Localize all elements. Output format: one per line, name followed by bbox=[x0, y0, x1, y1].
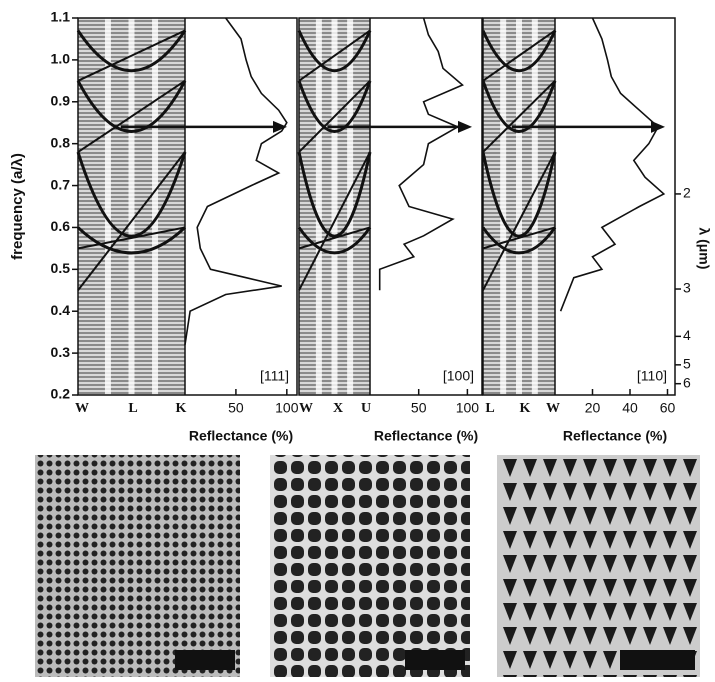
sem-image bbox=[270, 455, 470, 677]
x-tick-label: 100 bbox=[275, 400, 299, 416]
arrow-head bbox=[458, 120, 472, 133]
y2-tick-label: 6 bbox=[683, 374, 691, 390]
band-line bbox=[481, 151, 557, 238]
y2-tick-label: 2 bbox=[683, 185, 691, 201]
band-line bbox=[481, 226, 557, 255]
band-line bbox=[298, 151, 371, 291]
gap-strip bbox=[104, 18, 111, 395]
k-point-label: X bbox=[333, 401, 343, 416]
band-line bbox=[482, 29, 556, 82]
gap-strip bbox=[128, 18, 135, 395]
scale-bar bbox=[620, 650, 695, 670]
plot-frame bbox=[77, 17, 298, 396]
band-line bbox=[76, 151, 187, 238]
y-tick-label: 0.9 bbox=[51, 92, 71, 108]
reflectance-line bbox=[378, 17, 464, 291]
direction-label: [100] bbox=[443, 368, 474, 384]
band-line bbox=[297, 226, 372, 255]
arrow-head bbox=[651, 120, 665, 133]
x-tick-label: 40 bbox=[622, 400, 638, 416]
x-axis-label: Reflectance (%) bbox=[374, 428, 478, 444]
x-tick-label: 50 bbox=[411, 400, 427, 416]
x-tick-label: 60 bbox=[660, 400, 676, 416]
band-line bbox=[482, 151, 556, 291]
k-point-label: L bbox=[485, 401, 494, 416]
y2-tick-label: 4 bbox=[683, 327, 691, 343]
gap-strip bbox=[516, 18, 522, 395]
y2-tick-label: 3 bbox=[683, 280, 691, 296]
x-tick-label: 20 bbox=[585, 400, 601, 416]
x-axis-label: Reflectance (%) bbox=[563, 428, 667, 444]
y-tick-label: 1.1 bbox=[51, 9, 71, 25]
band-line bbox=[481, 80, 557, 133]
sem-image bbox=[497, 455, 700, 677]
reflectance-line bbox=[559, 17, 666, 312]
band-line bbox=[297, 29, 372, 73]
scale-bar bbox=[405, 650, 465, 670]
gap-strip bbox=[331, 18, 338, 395]
k-point-label: W bbox=[75, 401, 89, 416]
band-line bbox=[482, 80, 556, 153]
y-tick-label: 0.8 bbox=[51, 134, 71, 150]
band-line bbox=[76, 80, 187, 133]
band-line bbox=[77, 29, 186, 82]
y-tick-label: 0.7 bbox=[51, 176, 71, 192]
k-point-label: K bbox=[176, 401, 187, 416]
gap-strip bbox=[152, 18, 159, 395]
band-line bbox=[76, 226, 187, 255]
x-axis-label: Reflectance (%) bbox=[189, 428, 293, 444]
y-tick-label: 1.0 bbox=[51, 51, 71, 67]
x-tick-label: 50 bbox=[228, 400, 244, 416]
gap-strip bbox=[500, 18, 507, 395]
direction-label: [111] bbox=[260, 368, 289, 384]
gap-strip bbox=[347, 18, 354, 395]
k-point-label: L bbox=[128, 401, 137, 416]
band-line bbox=[298, 226, 371, 250]
direction-label: [110] bbox=[637, 368, 667, 384]
reflectance-line bbox=[184, 17, 288, 345]
sem-images bbox=[35, 455, 700, 677]
k-point-label: W bbox=[546, 401, 560, 416]
y-tick-label: 0.6 bbox=[51, 218, 71, 234]
gap-strip bbox=[315, 18, 322, 395]
arrow-head bbox=[273, 120, 287, 133]
y2-axis-label: λ (μm) bbox=[696, 227, 712, 269]
y2-tick-label: 5 bbox=[683, 356, 691, 372]
band-line bbox=[298, 29, 371, 82]
band-line bbox=[482, 226, 556, 250]
plot-frame bbox=[298, 17, 483, 396]
x-tick-label: 100 bbox=[456, 400, 480, 416]
band-line bbox=[297, 80, 372, 133]
y-tick-label: 0.2 bbox=[51, 386, 71, 402]
band-line bbox=[77, 80, 186, 153]
k-point-label: U bbox=[361, 401, 371, 416]
gap-strip bbox=[531, 18, 538, 395]
y-axis-label: frequency (a/λ) bbox=[9, 153, 26, 260]
plot-frame bbox=[482, 17, 676, 396]
k-point-label: W bbox=[299, 401, 313, 416]
y-tick-label: 0.3 bbox=[51, 344, 71, 360]
k-point-label: K bbox=[520, 401, 531, 416]
band-line bbox=[481, 29, 557, 73]
band-line bbox=[298, 80, 371, 153]
sem-image bbox=[35, 455, 240, 677]
y-tick-label: 0.4 bbox=[51, 302, 71, 318]
band-line bbox=[77, 151, 186, 291]
band-line bbox=[76, 29, 187, 72]
y-tick-label: 0.5 bbox=[51, 260, 71, 276]
band-line bbox=[297, 151, 372, 238]
band-line bbox=[77, 226, 186, 250]
scale-bar bbox=[175, 650, 235, 670]
